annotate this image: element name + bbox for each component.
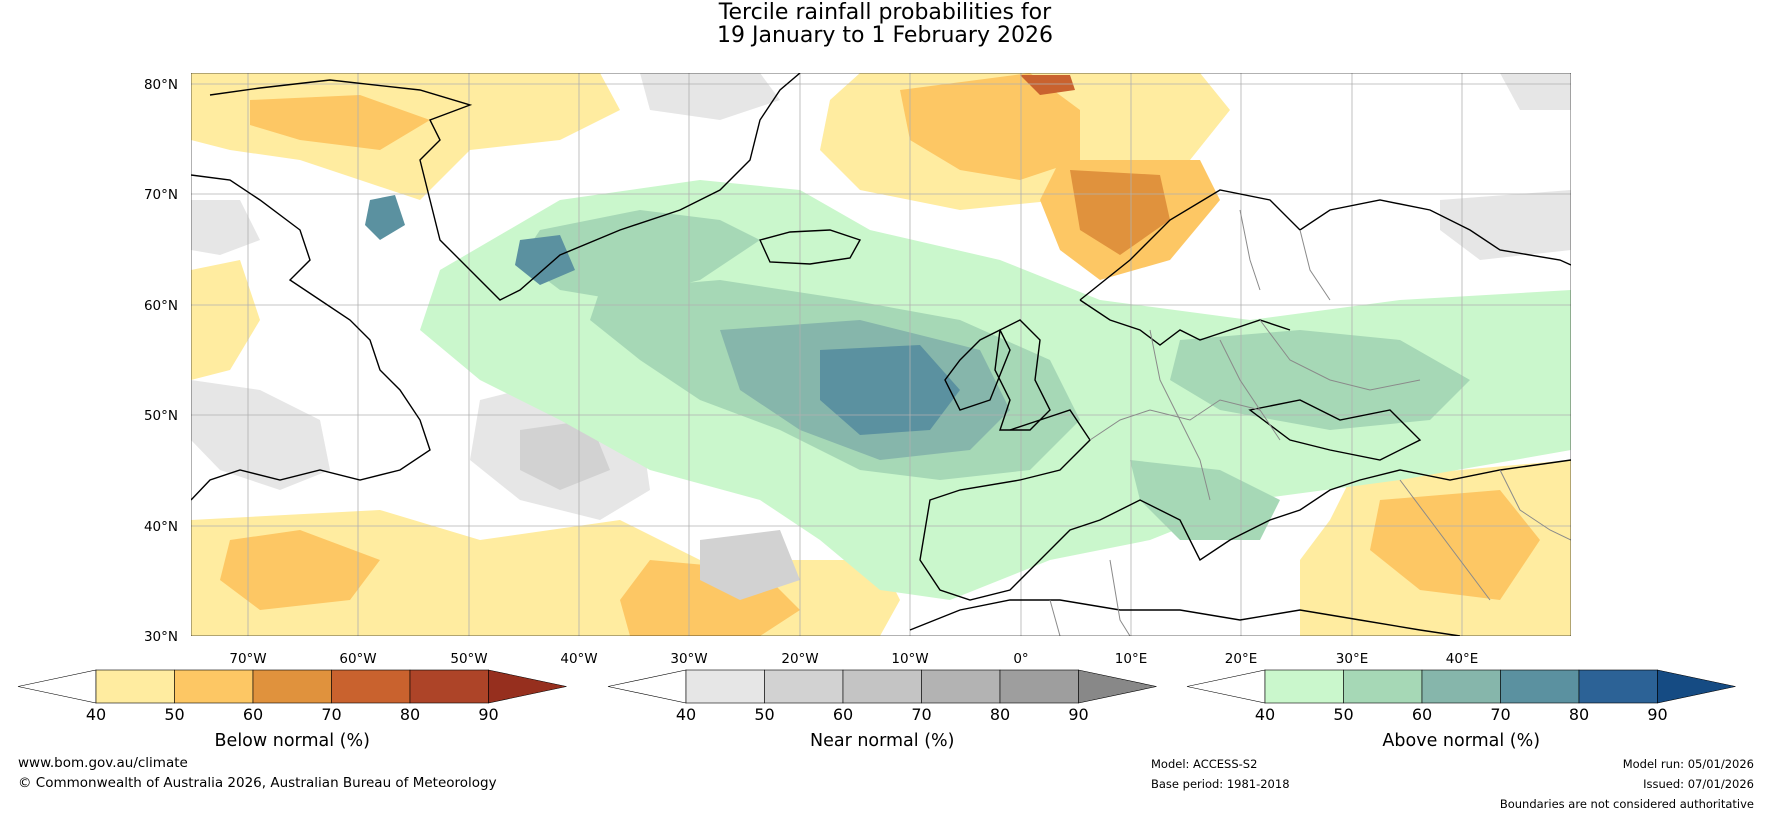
- above-normal-tick: 90: [1647, 705, 1667, 724]
- longitude-labels: 70°W 60°W 50°W 40°W 30°W 20°W 10°W 0° 10…: [229, 651, 1478, 667]
- near-normal-tick: 80: [990, 705, 1010, 724]
- below-normal-tick: 60: [243, 705, 263, 724]
- lon-label-50w: 50°W: [450, 651, 487, 667]
- near-normal-tick: 70: [911, 705, 931, 724]
- lon-label-30w: 30°W: [670, 651, 707, 667]
- below-normal-swatch: [95, 669, 175, 704]
- near-normal-tick: 50: [754, 705, 774, 724]
- above-normal-tick: 60: [1412, 705, 1432, 724]
- near-normal-label: Near normal (%): [810, 731, 955, 751]
- below-normal-shading: [191, 73, 1571, 636]
- near-normal-tick: 40: [676, 705, 696, 724]
- north-africa-coast: [909, 599, 1461, 636]
- latitude-labels: 80°N 70°N 60°N 50°N 40°N 30°N: [144, 77, 178, 645]
- colorbar-below-normal: 40 50 60 70 80 90 Below normal (%): [17, 669, 567, 751]
- lon-label-40w: 40°W: [560, 651, 597, 667]
- above-normal-extend-low: [1186, 669, 1266, 704]
- lon-label-20e: 20°E: [1225, 651, 1257, 667]
- lon-label-40e: 40°E: [1446, 651, 1478, 667]
- below-normal-label: Below normal (%): [215, 731, 370, 751]
- below-normal-swatch: [331, 669, 411, 704]
- colorbar-near-normal: 40 50 60 70 80 90 Near normal (%): [607, 669, 1157, 751]
- issued-text: Issued: 07/01/2026: [1643, 777, 1754, 791]
- lon-label-20w: 20°W: [781, 651, 818, 667]
- near-normal-tick: 90: [1068, 705, 1088, 724]
- above-normal-swatch: [1578, 669, 1658, 704]
- near-normal-extend-low: [607, 669, 687, 704]
- near-normal-swatch: [685, 669, 765, 704]
- near-normal-swatch: [764, 669, 844, 704]
- below-normal-swatch: [409, 669, 489, 704]
- above-normal-label: Above normal (%): [1382, 731, 1540, 751]
- graticule: [191, 73, 1571, 636]
- lat-label-40n: 40°N: [144, 519, 178, 535]
- lat-label-50n: 50°N: [144, 408, 178, 424]
- lon-label-30e: 30°E: [1336, 651, 1368, 667]
- model-run-text: Model run: 05/01/2026: [1622, 757, 1754, 771]
- website-text: www.bom.gov.au/climate: [18, 755, 188, 771]
- above-normal-swatch: [1343, 669, 1423, 704]
- near-normal-tick: 60: [833, 705, 853, 724]
- below-normal-extend-low: [17, 669, 97, 704]
- lat-label-80n: 80°N: [144, 77, 178, 93]
- above-normal-tick: 70: [1490, 705, 1510, 724]
- below-normal-tick: 70: [321, 705, 341, 724]
- below-normal-tick: 90: [478, 705, 498, 724]
- lon-label-60w: 60°W: [339, 651, 376, 667]
- lat-label-70n: 70°N: [144, 187, 178, 203]
- map-title-line2: 19 January to 1 February 2026: [717, 23, 1053, 48]
- above-normal-tick: 80: [1569, 705, 1589, 724]
- above-normal-swatch: [1264, 669, 1344, 704]
- below-normal-tick: 40: [86, 705, 106, 724]
- near-normal-swatch: [842, 669, 922, 704]
- map-title-line1: Tercile rainfall probabilities for: [718, 0, 1052, 25]
- national-boundaries: [1049, 209, 1571, 636]
- copyright-text: © Commonwealth of Australia 2026, Austra…: [18, 775, 497, 791]
- base-period-text: Base period: 1981-2018: [1151, 777, 1290, 791]
- scandinavia-coast: [1079, 189, 1571, 301]
- rainfall-probability-map: [191, 73, 1571, 636]
- north-america-coast: [191, 174, 431, 501]
- near-normal-swatch: [921, 669, 1001, 704]
- below-normal-swatch: [252, 669, 332, 704]
- coastlines: [191, 73, 1571, 636]
- lat-label-60n: 60°N: [144, 298, 178, 314]
- below-normal-extend-high: [488, 669, 567, 704]
- lon-label-70w: 70°W: [229, 651, 266, 667]
- above-normal-tick: 40: [1255, 705, 1275, 724]
- disclaimer-text: Boundaries are not considered authoritat…: [1499, 797, 1754, 811]
- below-normal-tick: 50: [164, 705, 184, 724]
- lon-label-0: 0°: [1013, 651, 1028, 667]
- near-normal-extend-high: [1078, 669, 1157, 704]
- lon-label-10e: 10°E: [1115, 651, 1147, 667]
- baltic-coast: [1079, 299, 1291, 346]
- iceland-coast: [759, 229, 862, 265]
- below-normal-tick: 80: [400, 705, 420, 724]
- above-normal-tick: 50: [1333, 705, 1353, 724]
- model-text: Model: ACCESS-S2: [1151, 757, 1258, 771]
- greenland-coast: [209, 73, 801, 301]
- above-normal-shading: [365, 180, 1571, 600]
- above-normal-swatch: [1500, 669, 1580, 704]
- black-sea-coast: [1248, 399, 1422, 461]
- lon-label-10w: 10°W: [891, 651, 928, 667]
- near-normal-swatch: [999, 669, 1079, 704]
- above-normal-extend-high: [1657, 669, 1736, 704]
- colorbar-above-normal: 40 50 60 70 80 90 Above normal (%): [1186, 669, 1736, 751]
- ireland-coast: [944, 329, 1011, 411]
- below-normal-swatch: [174, 669, 254, 704]
- europe-south-coast: [919, 409, 1571, 601]
- above-normal-swatch: [1421, 669, 1501, 704]
- lat-label-30n: 30°N: [144, 629, 178, 645]
